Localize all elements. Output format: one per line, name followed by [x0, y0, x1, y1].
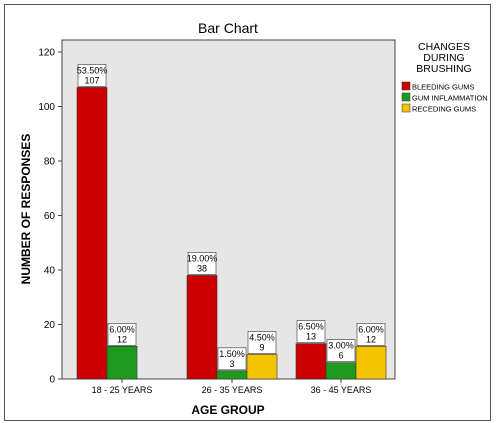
data-label-percent: 6.50% [298, 322, 324, 332]
legend-title: CHANGES [418, 41, 470, 53]
data-label-count: 107 [84, 75, 99, 85]
bar-gum-inflammation [325, 362, 357, 380]
data-label-count: 12 [117, 334, 127, 344]
bar-bleeding-gums [295, 343, 327, 380]
legend-item-label: GUM INFLAMMATION [412, 94, 488, 103]
data-label-percent: 3.00% [328, 341, 354, 351]
data-label-box [247, 331, 277, 354]
data-label-percent: 53.50% [77, 65, 108, 75]
data-label-percent: 6.00% [109, 324, 135, 334]
chart-frame [4, 4, 491, 421]
x-tick-label: 26 - 35 YEARS [202, 385, 263, 395]
bar-gum-inflammation [106, 345, 138, 380]
legend-title: BRUSHING [416, 63, 471, 75]
legend-swatch [401, 81, 411, 91]
data-label-box [77, 64, 107, 87]
y-axis: 0 20 40 60 80 100 120 [38, 48, 62, 386]
data-label-count: 38 [197, 263, 207, 273]
data-label-percent: 19.00% [187, 253, 218, 263]
legend-swatch [401, 92, 411, 102]
data-label-box [326, 339, 356, 362]
y-tick-label: 120 [38, 48, 55, 59]
data-label-count: 3 [229, 359, 234, 369]
y-tick-label: 80 [44, 157, 56, 168]
data-label-count: 6 [338, 351, 343, 361]
bar-receding-gums [246, 354, 278, 380]
data-label-box [296, 320, 326, 343]
x-axis: 18 - 25 YEARS 26 - 35 YEARS 36 - 45 YEARS [92, 379, 372, 395]
bar-bleeding-gums [186, 275, 218, 380]
data-label-count: 9 [259, 342, 264, 352]
bar-receding-gums [355, 345, 387, 380]
legend-swatch [401, 103, 411, 113]
bar-gum-inflammation [216, 370, 248, 380]
data-label-percent: 6.00% [358, 324, 384, 334]
chart-title: Bar Chart [198, 20, 258, 36]
y-axis-label: NUMBER OF RESPONSES [19, 134, 33, 285]
x-tick-label: 18 - 25 YEARS [92, 385, 153, 395]
data-label-percent: 4.50% [249, 332, 275, 342]
y-tick-label: 0 [49, 375, 55, 386]
y-tick-label: 20 [44, 320, 56, 331]
data-label-box [356, 322, 386, 346]
legend-title: DURING [423, 52, 464, 64]
data-label-box [107, 322, 137, 346]
data-label-percent: 1.50% [219, 349, 245, 359]
y-tick-label: 60 [44, 211, 56, 222]
x-axis-label: AGE GROUP [191, 403, 264, 417]
legend-item-label: RECEDING GUMS [412, 105, 476, 114]
bars-group: 53.50%1076.00%1219.00%381.50%34.50%96.50… [76, 64, 387, 380]
data-label-box [217, 347, 247, 371]
plot-area [61, 39, 396, 380]
data-label-count: 12 [366, 334, 376, 344]
x-tick-label: 36 - 45 YEARS [311, 385, 372, 395]
data-label-box [187, 252, 217, 275]
bar-bleeding-gums [76, 87, 108, 380]
legend-item-label: BLEEDING GUMS [412, 83, 475, 92]
y-tick-label: 40 [44, 266, 56, 277]
y-tick-label: 100 [38, 102, 55, 113]
data-label-count: 13 [306, 332, 316, 342]
